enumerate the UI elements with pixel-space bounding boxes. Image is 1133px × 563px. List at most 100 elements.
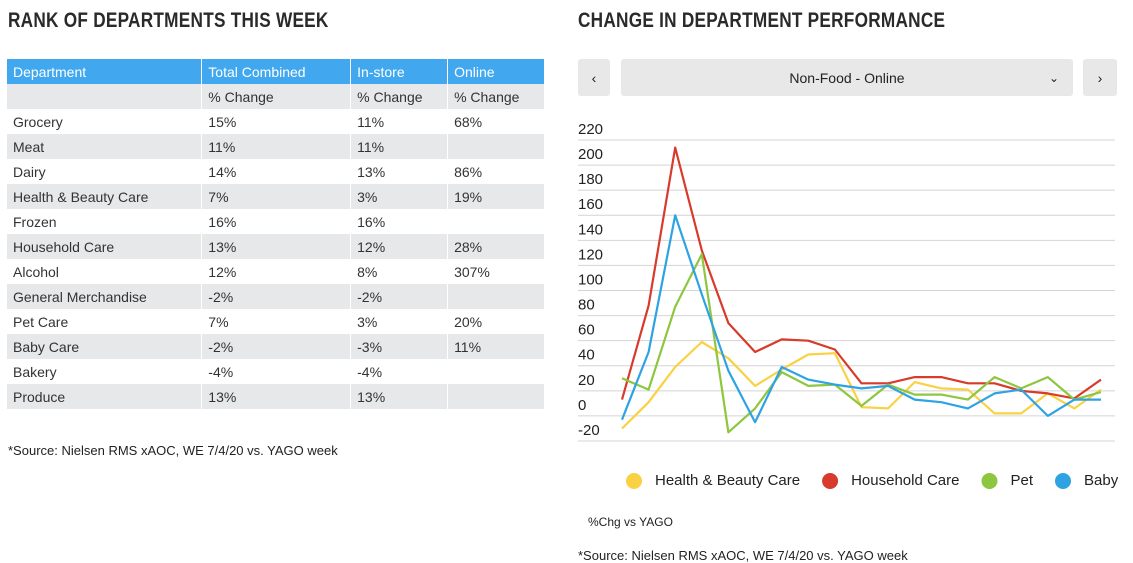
table-cell: 307% <box>447 259 545 284</box>
table-cell: 28% <box>447 234 545 259</box>
table-cell: Frozen <box>7 209 203 234</box>
legend-label: Household Care <box>851 472 959 489</box>
dropdown-arrow: ⌄ <box>1048 70 1059 85</box>
table-cell: -3% <box>350 334 449 359</box>
table-row: Bakery -4% -4% <box>7 359 545 384</box>
y-tick-label: 100 <box>578 271 603 288</box>
table-cell: Dairy <box>7 159 203 184</box>
table-cell: 11% <box>350 134 449 159</box>
legend-swatch <box>822 473 839 489</box>
chart-source: *Source: Nielsen RMS xAOC, WE 7/4/20 vs.… <box>578 548 908 563</box>
series-line <box>620 214 1101 424</box>
table-row: Produce 13% 13% <box>7 384 545 409</box>
table-cell: Pet Care <box>7 309 203 334</box>
table-cell: -4% <box>201 359 352 384</box>
table-cell: Produce <box>7 384 203 409</box>
table-cell: Meat <box>7 134 203 159</box>
series-line <box>621 253 1102 434</box>
next-button[interactable]: › <box>1083 59 1117 96</box>
table-cell: -2% <box>201 284 352 309</box>
table-cell <box>447 134 545 159</box>
subheader-cell: % Change <box>201 84 352 109</box>
table-cell: 13% <box>350 159 449 184</box>
table-cell: 7% <box>201 309 352 334</box>
table-cell: 8% <box>350 259 449 284</box>
table-cell: Bakery <box>7 359 203 384</box>
table-cell: 3% <box>350 184 449 209</box>
chart-title: CHANGE IN DEPARTMENT PERFORMANCE <box>578 9 946 32</box>
header-cell: Online <box>447 59 545 84</box>
table-cell: Household Care <box>7 234 203 259</box>
table-cell: 11% <box>447 334 545 359</box>
legend-label: Health & Beauty Care <box>655 472 800 489</box>
table-cell: Health & Beauty Care <box>7 184 203 209</box>
table-cell: Baby Care <box>7 334 203 359</box>
table-title: RANK OF DEPARTMENTS THIS WEEK <box>8 9 329 32</box>
table-cell: General Merchandise <box>7 284 203 309</box>
table-cell: 14% <box>201 159 352 184</box>
subheader-cell <box>7 84 203 109</box>
table-cell: -2% <box>350 284 449 309</box>
table-row: Household Care 13% 12% 28% <box>7 234 545 259</box>
table-cell: 15% <box>201 109 352 134</box>
y-tick-label: 120 <box>578 246 603 263</box>
subheader-cell: % Change <box>350 84 449 109</box>
table-cell: 13% <box>201 234 352 259</box>
table-cell: 13% <box>350 384 449 409</box>
prev-button[interactable]: ‹ <box>578 59 610 96</box>
legend-swatch <box>1055 473 1071 489</box>
y-tick-label: 40 <box>578 347 595 364</box>
table-cell: -4% <box>350 359 449 384</box>
y-tick-label: 180 <box>578 171 603 188</box>
table-row: Dairy 14% 13% 86% <box>7 159 545 184</box>
table-cell: 11% <box>201 134 352 159</box>
table-cell: 7% <box>201 184 352 209</box>
y-tick-label: 140 <box>578 221 603 238</box>
table-row: Health & Beauty Care 7% 3% 19% <box>7 184 545 209</box>
subheader-row: % Change% Change% Change <box>7 84 545 109</box>
legend-label: Baby <box>1084 472 1119 489</box>
table-cell <box>447 359 545 384</box>
legend-label: Pet <box>1010 472 1033 489</box>
table-cell: 12% <box>350 234 449 259</box>
y-tick-label: 220 <box>578 121 603 138</box>
dropdown[interactable]: Non-Food - Online ⌄ <box>621 59 1073 96</box>
table-cell: 68% <box>447 109 545 134</box>
table-cell: 3% <box>350 309 449 334</box>
y-tick-label: 80 <box>578 297 595 314</box>
table-source: *Source: Nielsen RMS xAOC, WE 7/4/20 vs.… <box>8 443 338 458</box>
chart-note: %Chg vs YAGO <box>588 515 673 529</box>
table-row: General Merchandise -2% -2% <box>7 284 545 309</box>
table-cell <box>447 384 545 409</box>
header-cell: Department <box>7 59 203 84</box>
table-cell: 13% <box>201 384 352 409</box>
table-cell: 11% <box>350 109 449 134</box>
table-cell: 16% <box>201 209 352 234</box>
series-line <box>621 340 1102 430</box>
table-row: Grocery 15% 11% 68% <box>7 109 545 134</box>
table-cell: 20% <box>447 309 545 334</box>
table-cell: 16% <box>350 209 449 234</box>
table-row: Baby Care -2% -3% 11% <box>7 334 545 359</box>
table-cell: 86% <box>447 159 545 184</box>
table-cell <box>447 284 545 309</box>
table-row: Alcohol 12% 8% 307% <box>7 259 545 284</box>
y-tick-label: 0 <box>578 397 586 414</box>
table-cell: -2% <box>201 334 352 359</box>
legend-swatch <box>626 473 642 489</box>
dropdown-value: Non-Food - Online <box>789 69 905 86</box>
table-row: Meat 11% 11% <box>7 134 545 159</box>
legend-swatch <box>981 473 998 489</box>
table-cell: 12% <box>201 259 352 284</box>
y-tick-label: 160 <box>578 196 603 213</box>
table-cell: 19% <box>447 184 545 209</box>
table-cell <box>447 209 545 234</box>
rank-table: Department Total Combined In-store Online% … <box>7 59 545 409</box>
table-cell: Grocery <box>7 109 203 134</box>
table-cell: Alcohol <box>7 259 203 284</box>
header-row: Department Total Combined In-store Online <box>7 59 545 84</box>
y-tick-label: 60 <box>578 322 595 339</box>
y-tick-label: 20 <box>578 372 595 389</box>
